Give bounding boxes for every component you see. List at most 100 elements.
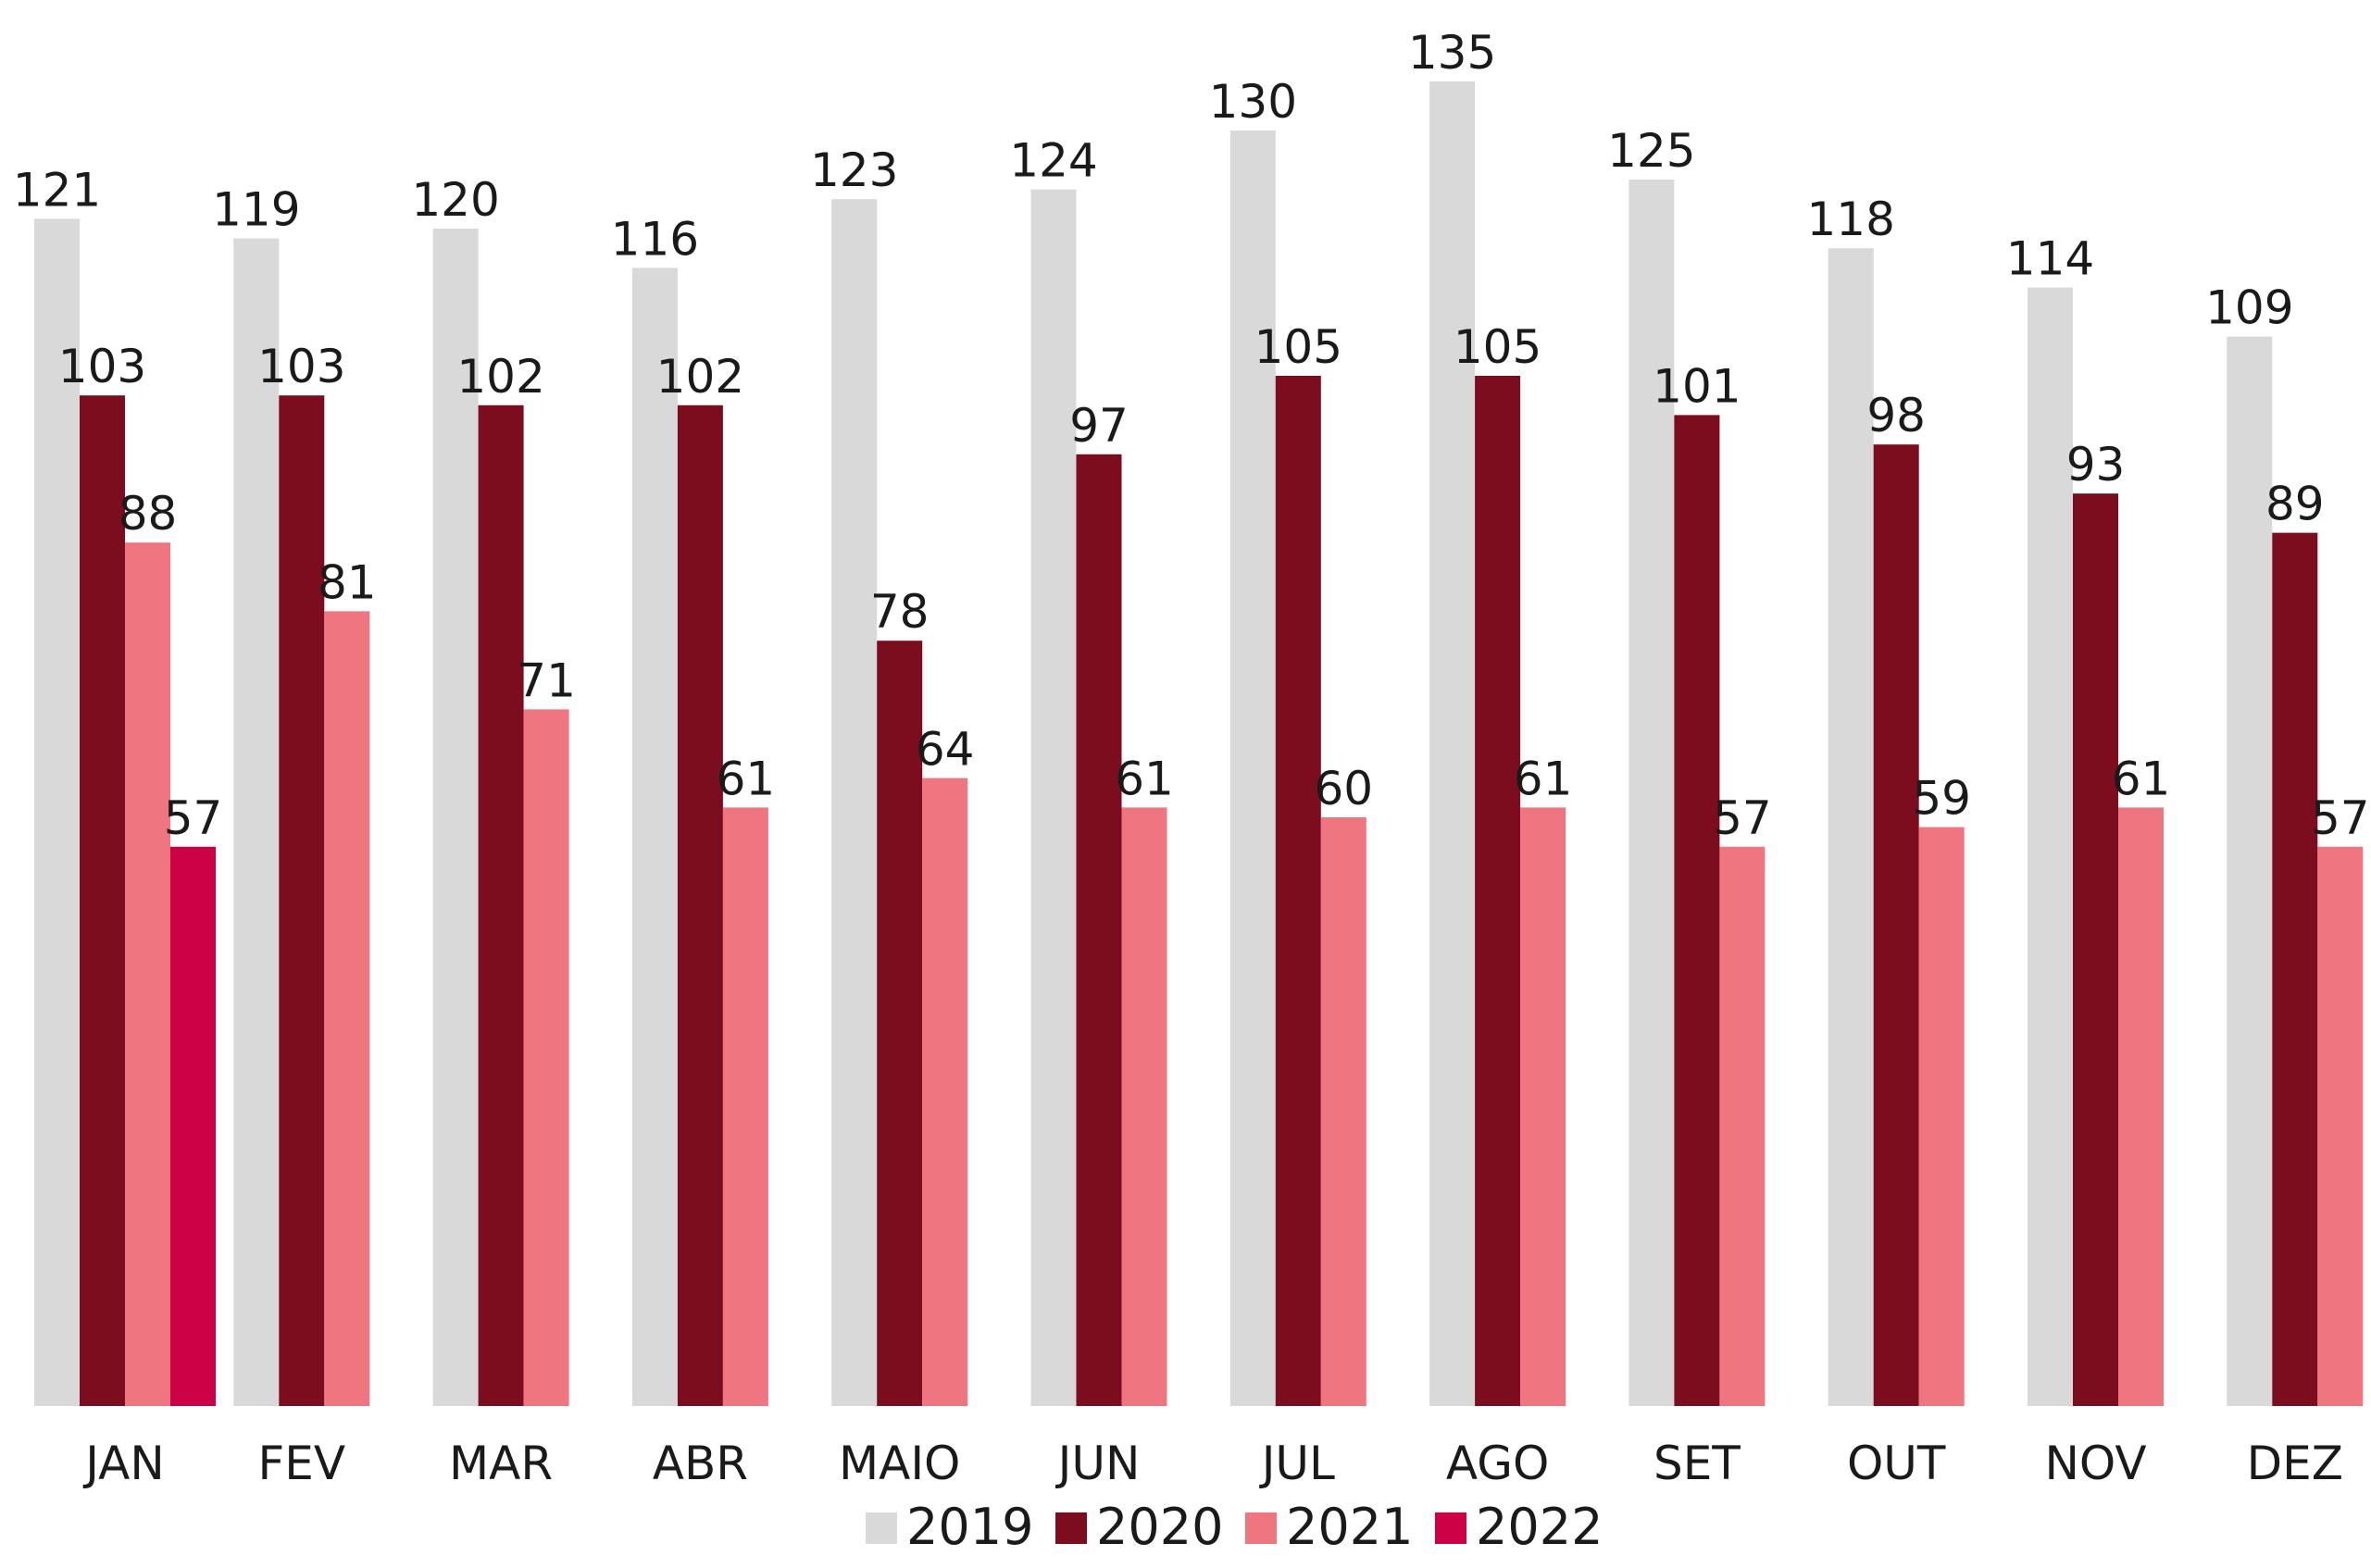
value-label-out-2019: 118 [1806, 193, 1894, 246]
value-label-fev-2021: 81 [318, 555, 377, 609]
value-label-maio-2021: 64 [916, 723, 975, 777]
bar-jan-2020 [80, 395, 125, 1407]
x-tick-label-jul: JUL [1259, 1437, 1335, 1490]
bar-nov-2021 [2118, 807, 2164, 1406]
value-label-nov-2019: 114 [2006, 232, 2094, 286]
bar-set-2019 [1629, 180, 1675, 1406]
bar-fev-2021 [324, 611, 370, 1406]
legend-label-2019: 2019 [906, 1498, 1033, 1556]
value-label-mar-2019: 120 [411, 173, 499, 227]
x-tick-label-jun: JUN [1055, 1437, 1141, 1490]
bar-abr-2021 [722, 807, 768, 1406]
bar-jun-2020 [1076, 454, 1122, 1406]
legend-swatch-2020 [1055, 1512, 1087, 1544]
bar-nov-2020 [2073, 493, 2118, 1406]
value-label-jun-2020: 97 [1069, 399, 1129, 453]
x-tick-label-set: SET [1653, 1437, 1741, 1490]
bar-jul-2019 [1229, 131, 1276, 1406]
bar-jul-2020 [1275, 376, 1321, 1406]
bar-maio-2021 [922, 778, 968, 1406]
bar-mar-2019 [432, 229, 479, 1406]
value-label-ago-2019: 135 [1408, 26, 1496, 80]
x-tick-label-fev: FEV [258, 1437, 346, 1490]
bar-jan-2019 [34, 218, 80, 1406]
x-tick-label-abr: ABR [653, 1437, 748, 1490]
value-label-jul-2021: 60 [1314, 762, 1373, 815]
value-label-dez-2021: 57 [2311, 791, 2370, 845]
value-label-set-2019: 125 [1607, 124, 1695, 178]
x-tick-label-out: OUT [1847, 1437, 1946, 1490]
bar-out-2019 [1828, 248, 1874, 1407]
value-label-mar-2021: 71 [517, 653, 576, 707]
bar-ago-2019 [1429, 81, 1476, 1406]
bar-nov-2019 [2028, 287, 2073, 1407]
legend-swatch-2019 [866, 1512, 897, 1544]
value-label-abr-2019: 116 [611, 212, 699, 266]
legend-swatch-2021 [1245, 1512, 1277, 1544]
value-label-maio-2019: 123 [810, 143, 898, 197]
value-label-out-2021: 59 [1912, 772, 1971, 826]
value-label-jan-2019: 121 [13, 163, 101, 217]
bar-jun-2021 [1121, 807, 1167, 1406]
x-tick-label-ago: AGO [1446, 1437, 1549, 1490]
bar-fev-2019 [233, 238, 280, 1407]
value-label-set-2021: 57 [1713, 791, 1772, 845]
value-label-abr-2021: 61 [717, 752, 776, 805]
value-label-mar-2020: 102 [456, 350, 544, 404]
x-tick-label-dez: DEZ [2247, 1437, 2343, 1490]
legend-label-2020: 2020 [1096, 1498, 1223, 1556]
bar-dez-2020 [2272, 532, 2318, 1406]
bar-set-2021 [1719, 846, 1766, 1406]
bar-dez-2019 [2227, 336, 2273, 1407]
value-label-fev-2020: 103 [257, 340, 345, 393]
legend-label-2022: 2022 [1476, 1498, 1603, 1556]
x-tick-label-maio: MAIO [839, 1437, 960, 1490]
value-label-dez-2019: 109 [2205, 281, 2293, 335]
value-label-nov-2020: 93 [2066, 438, 2126, 492]
bar-ago-2021 [1520, 807, 1566, 1406]
x-tick-label-mar: MAR [449, 1437, 553, 1490]
bar-out-2021 [1918, 827, 1965, 1406]
value-label-set-2020: 101 [1653, 359, 1741, 413]
value-label-nov-2021: 61 [2112, 752, 2171, 805]
bar-jun-2019 [1030, 189, 1077, 1407]
value-label-jan-2021: 88 [119, 487, 178, 541]
value-labels-layer: 121 103 88 57 119 103 81 120 102 71 116 102 61 123 78 6… [13, 26, 2370, 845]
bar-maio-2020 [877, 641, 923, 1406]
value-label-jul-2019: 130 [1209, 75, 1297, 129]
value-label-jan-2022: 57 [164, 791, 223, 845]
x-tick-label-nov: NOV [2044, 1437, 2146, 1490]
value-label-jun-2021: 61 [1115, 752, 1174, 805]
x-tick-labels: JAN FEV MAR ABR MAIO JUN JUL AGO SET OUT NOV DEZ [82, 1437, 2343, 1490]
value-label-jun-2019: 124 [1009, 134, 1097, 188]
bar-fev-2020 [279, 395, 325, 1407]
value-label-ago-2020: 105 [1454, 320, 1541, 374]
value-label-jan-2020: 103 [58, 340, 146, 393]
bar-jan-2021 [125, 542, 170, 1406]
bar-mar-2021 [523, 709, 569, 1406]
value-label-abr-2020: 102 [656, 350, 744, 404]
bar-jul-2021 [1320, 817, 1366, 1406]
value-label-out-2020: 98 [1866, 389, 1926, 442]
value-label-fev-2019: 119 [212, 183, 300, 237]
legend-label-2021: 2021 [1286, 1498, 1413, 1556]
bar-mar-2020 [478, 404, 524, 1406]
bar-maio-2019 [831, 199, 878, 1407]
bar-abr-2019 [631, 268, 678, 1406]
value-label-dez-2020: 89 [2265, 478, 2325, 531]
bar-jan-2022 [170, 846, 216, 1406]
bar-ago-2020 [1475, 376, 1521, 1406]
bars-layer [34, 81, 2364, 1407]
value-label-jul-2020: 105 [1254, 320, 1342, 374]
legend: 2019 2020 2021 2022 [866, 1498, 1603, 1556]
bar-dez-2021 [2317, 846, 2364, 1406]
bar-set-2020 [1674, 415, 1720, 1406]
x-tick-label-jan: JAN [82, 1437, 164, 1490]
bar-abr-2020 [677, 404, 723, 1406]
bar-out-2020 [1873, 444, 1919, 1407]
legend-swatch-2022 [1435, 1512, 1466, 1544]
value-label-maio-2020: 78 [870, 585, 930, 639]
value-label-ago-2021: 61 [1514, 752, 1573, 805]
